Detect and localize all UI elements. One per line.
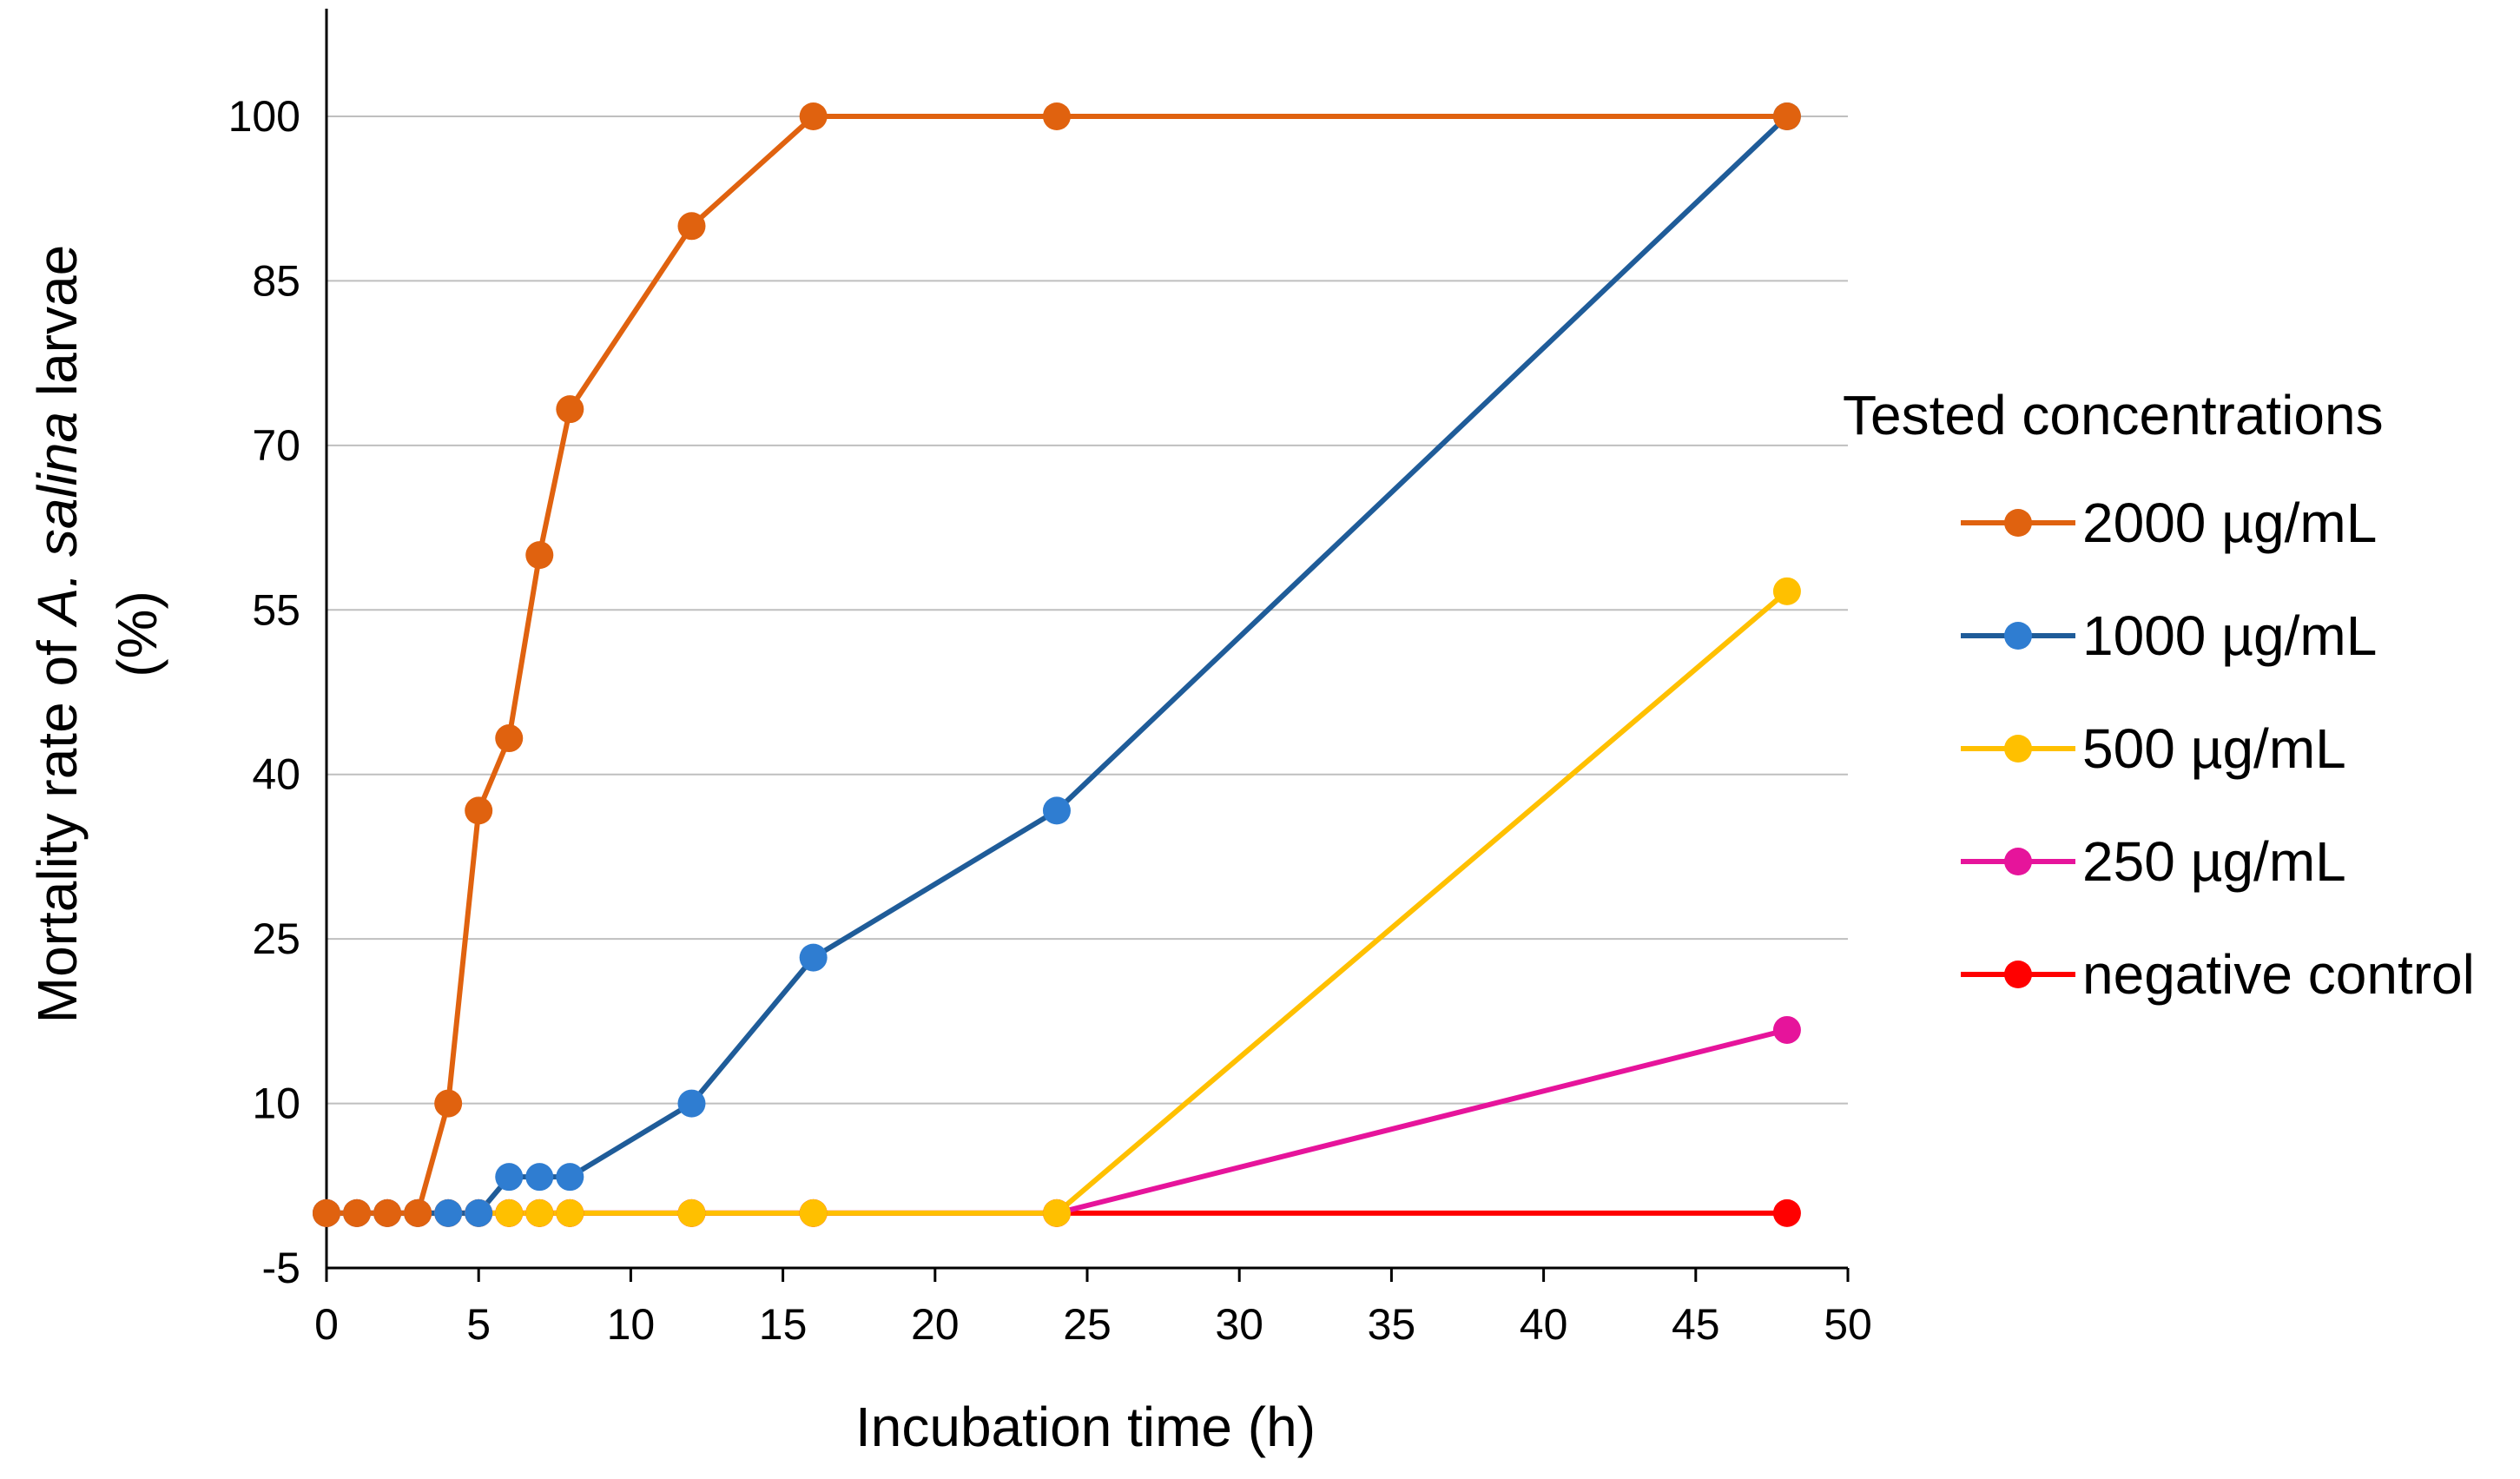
legend-title: Tested concentrations — [1843, 384, 2384, 446]
x-tick-label: 15 — [759, 1300, 808, 1349]
point-500-g-ml — [799, 1198, 828, 1227]
x-tick-label: 45 — [1672, 1300, 1720, 1349]
tick-labels: -5 10 25 40 55 70 85 100 0 5 10 15 20 25 30 35 40 45 50 — [228, 92, 1872, 1349]
y-tick-label: 40 — [252, 750, 300, 799]
legend-label: negative control — [2082, 943, 2475, 1006]
point-500-g-ml — [525, 1198, 554, 1227]
point-2000-g-ml — [525, 541, 554, 570]
legend-item-500-g-ml: 500 µg/mL — [1961, 717, 2346, 780]
point-500-g-ml — [1772, 577, 1801, 605]
legend-label: 500 µg/mL — [2082, 717, 2346, 780]
point-250-g-ml — [1772, 1015, 1801, 1044]
point-2000-g-ml — [313, 1198, 340, 1227]
point-2000-g-ml — [799, 102, 828, 130]
point-500-g-ml — [1042, 1198, 1071, 1227]
x-tick-label: 5 — [466, 1300, 491, 1349]
point-2000-g-ml — [1772, 102, 1801, 130]
y-axis-title-unit: (%) — [106, 591, 168, 677]
point-2000-g-ml — [404, 1198, 432, 1227]
legend-items: 2000 µg/mL 1000 µg/mL 500 µg/mL 250 µg/mL ne… — [1961, 492, 2475, 1006]
point-negative-control — [1772, 1198, 1801, 1227]
point-1000-g-ml — [434, 1198, 463, 1227]
legend-item-250-g-ml: 250 µg/mL — [1961, 830, 2346, 893]
legend-item-1000-g-ml: 1000 µg/mL — [1961, 604, 2377, 667]
x-tick-label: 40 — [1520, 1300, 1568, 1349]
legend-label: 250 µg/mL — [2082, 830, 2346, 893]
point-1000-g-ml — [556, 1163, 584, 1192]
point-2000-g-ml — [495, 724, 524, 753]
y-tick-label: 70 — [252, 421, 300, 470]
y-tick-label: -5 — [262, 1244, 300, 1292]
y-axis-title-prefix: Mortality rate of — [26, 624, 89, 1023]
point-1000-g-ml — [799, 943, 828, 972]
x-tick-label: 25 — [1063, 1300, 1112, 1349]
x-tick-label: 50 — [1824, 1300, 1872, 1349]
point-500-g-ml — [495, 1198, 524, 1227]
legend-swatch-marker — [2004, 848, 2032, 875]
legend-item-2000-g-ml: 2000 µg/mL — [1961, 492, 2377, 554]
y-tick-label: 55 — [252, 585, 300, 634]
legend-swatch-marker — [2004, 509, 2032, 537]
point-1000-g-ml — [677, 1089, 706, 1118]
legend-swatch-marker — [2004, 961, 2032, 988]
x-tick-label: 30 — [1215, 1300, 1263, 1349]
y-tick-label: 25 — [252, 914, 300, 963]
legend-swatch-marker — [2004, 622, 2032, 650]
point-1000-g-ml — [495, 1163, 524, 1192]
point-1000-g-ml — [525, 1163, 554, 1192]
point-2000-g-ml — [434, 1089, 463, 1118]
point-1000-g-ml — [465, 1198, 493, 1227]
y-tick-label: 85 — [252, 256, 300, 305]
point-2000-g-ml — [373, 1198, 402, 1227]
point-500-g-ml — [556, 1198, 584, 1227]
point-2000-g-ml — [343, 1198, 372, 1227]
legend-item-negative-control: negative control — [1961, 943, 2475, 1006]
x-tick-label: 35 — [1368, 1300, 1416, 1349]
point-2000-g-ml — [465, 796, 493, 825]
y-tick-label: 10 — [252, 1080, 300, 1128]
y-axis-title-suffix: larvae — [26, 245, 89, 412]
legend-swatch-marker — [2004, 735, 2032, 763]
legend-label: 2000 µg/mL — [2082, 492, 2377, 554]
x-tick-label: 0 — [314, 1300, 339, 1349]
point-2000-g-ml — [556, 395, 584, 424]
y-axis-title: Mortality rate of A. salina larvae — [26, 245, 89, 1023]
point-2000-g-ml — [1042, 102, 1071, 130]
legend-label: 1000 µg/mL — [2082, 604, 2377, 667]
series-markers — [313, 102, 1801, 1227]
x-axis-title: Incubation time (h) — [855, 1396, 1316, 1458]
series-line-500-g-ml — [327, 589, 1789, 1216]
point-500-g-ml — [677, 1198, 706, 1227]
point-1000-g-ml — [1042, 796, 1071, 825]
legend: Tested concentrations 2000 µg/mL 1000 µg/… — [1843, 384, 2475, 1006]
x-tick-label: 10 — [607, 1300, 656, 1349]
y-axis-title-italic: A. salina — [26, 412, 89, 628]
gridlines — [327, 116, 1848, 1105]
point-2000-g-ml — [677, 212, 706, 241]
y-tick-label: 100 — [228, 92, 300, 141]
x-tick-label: 20 — [911, 1300, 960, 1349]
axes — [325, 9, 1850, 1282]
